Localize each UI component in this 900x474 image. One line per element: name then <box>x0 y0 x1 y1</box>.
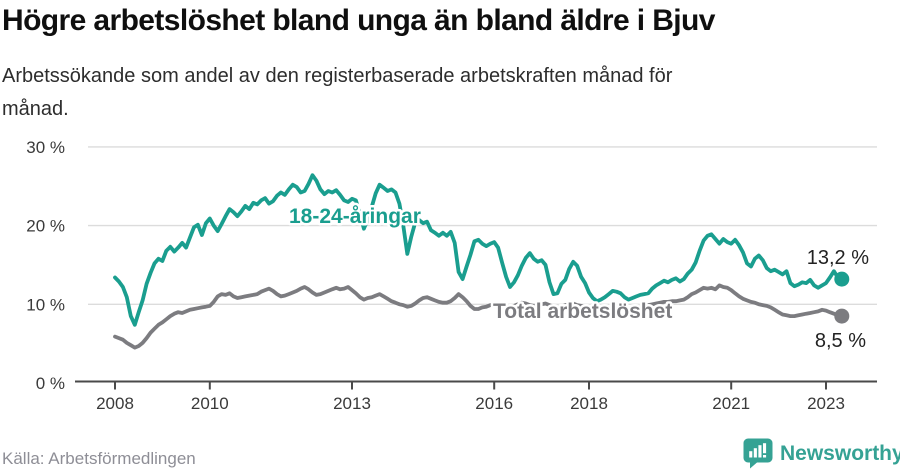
page-title: Högre arbetslöshet bland unga än bland ä… <box>2 4 715 37</box>
chart-subtitle: Arbetssökande som andel av den registerb… <box>2 60 672 126</box>
series-label-1: Total arbetslöshet <box>493 300 672 323</box>
y-tick-label: 10 % <box>26 295 65 314</box>
y-tick-label: 30 % <box>26 138 65 157</box>
x-tick-label: 2013 <box>333 394 371 413</box>
subtitle-line-1: Arbetssökande som andel av den registerb… <box>2 65 673 87</box>
source-note: Källa: Arbetsförmedlingen <box>2 449 196 468</box>
x-tick-label: 2008 <box>96 394 134 413</box>
series-end-dot-0 <box>834 271 850 287</box>
x-tick-label: 2021 <box>712 394 750 413</box>
brand-name: Newsworthy <box>780 441 900 465</box>
x-tick-label: 2010 <box>191 394 229 413</box>
series-label-0: 18-24-åringar <box>289 205 421 228</box>
subtitle-line-2: månad. <box>2 98 69 120</box>
x-tick-label: 2023 <box>807 394 845 413</box>
y-tick-label: 20 % <box>26 217 65 236</box>
brand-logo: Newsworthy <box>743 438 900 469</box>
series-line-0 <box>113 173 844 327</box>
x-tick-label: 2018 <box>570 394 608 413</box>
y-tick-label: 0 % <box>36 374 65 393</box>
newsworthy-chart-bubble-icon <box>743 438 773 469</box>
x-tick-label: 2016 <box>475 394 513 413</box>
series-line-1 <box>113 283 844 350</box>
series-end-value-1: 8,5 % <box>815 330 866 352</box>
series-end-value-0: 13,2 % <box>807 247 869 269</box>
series-end-dot-1 <box>834 308 850 324</box>
